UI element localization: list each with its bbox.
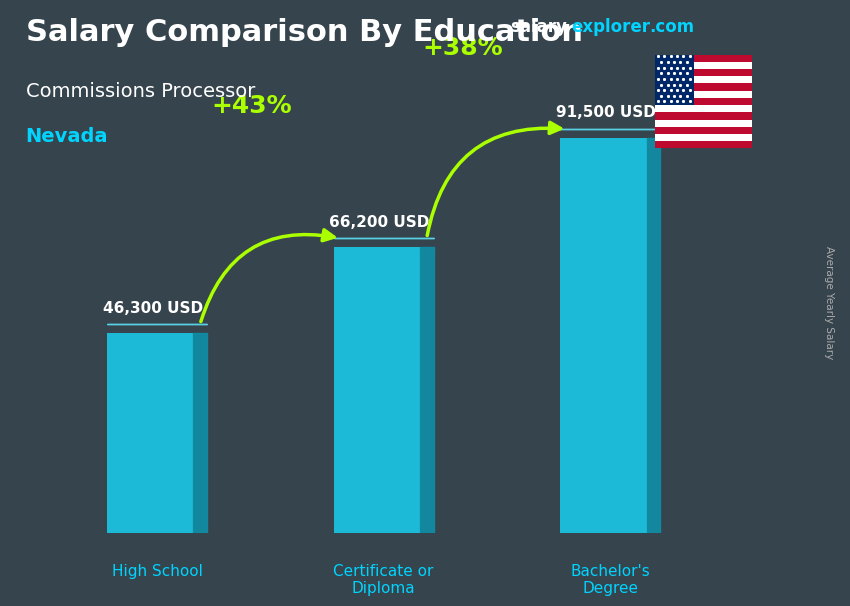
- Bar: [654, 55, 694, 105]
- Bar: [107, 333, 193, 533]
- Polygon shape: [647, 138, 660, 533]
- Bar: [654, 119, 752, 127]
- Bar: [654, 76, 752, 84]
- Text: Average Yearly Salary: Average Yearly Salary: [824, 247, 834, 359]
- Bar: [654, 91, 752, 98]
- Text: Nevada: Nevada: [26, 127, 108, 146]
- Bar: [654, 134, 752, 141]
- Polygon shape: [420, 247, 434, 533]
- Text: salary: salary: [510, 18, 567, 36]
- Text: Certificate or
Diploma: Certificate or Diploma: [333, 564, 434, 596]
- Bar: [654, 141, 752, 148]
- Bar: [654, 105, 752, 112]
- Bar: [560, 138, 647, 533]
- Text: Bachelor's
Degree: Bachelor's Degree: [570, 564, 650, 596]
- Polygon shape: [193, 333, 207, 533]
- Text: +38%: +38%: [422, 36, 503, 60]
- Bar: [654, 112, 752, 119]
- Text: explorer: explorer: [571, 18, 650, 36]
- Text: 66,200 USD: 66,200 USD: [329, 215, 429, 230]
- Bar: [654, 127, 752, 134]
- Bar: [654, 84, 752, 91]
- Text: 91,500 USD: 91,500 USD: [556, 105, 656, 121]
- Bar: [334, 247, 420, 533]
- Text: .com: .com: [649, 18, 694, 36]
- Bar: [654, 98, 752, 105]
- Text: High School: High School: [111, 564, 202, 579]
- Bar: [654, 55, 752, 62]
- Text: +43%: +43%: [212, 93, 292, 118]
- Text: Salary Comparison By Education: Salary Comparison By Education: [26, 18, 582, 47]
- Bar: [654, 69, 752, 76]
- Bar: [654, 62, 752, 69]
- Text: 46,300 USD: 46,300 USD: [103, 301, 202, 316]
- Text: Commissions Processor: Commissions Processor: [26, 82, 255, 101]
